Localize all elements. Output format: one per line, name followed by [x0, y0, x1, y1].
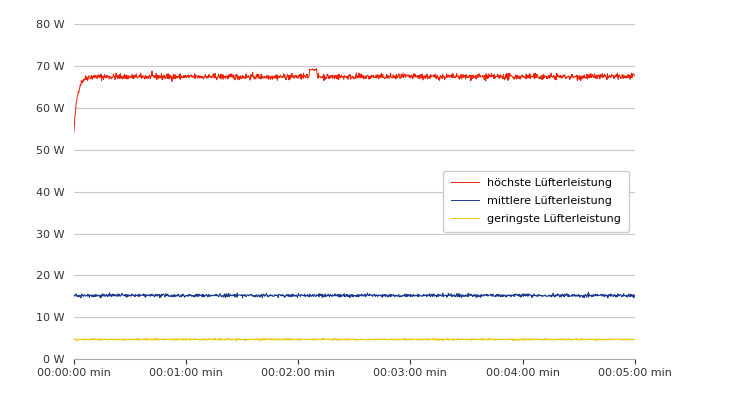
mittlere Lüfterleistung	[69, 292, 78, 297]
geringste Lüfterleistung	[136, 338, 145, 343]
mittlere Lüfterleistung	[258, 295, 267, 300]
höchste Lüfterleistung	[320, 78, 328, 83]
mittlere Lüfterleistung	[389, 292, 398, 297]
höchste Lüfterleistung	[312, 67, 321, 71]
Line: höchste Lüfterleistung: höchste Lüfterleistung	[74, 69, 635, 133]
mittlere Lüfterleistung	[320, 293, 328, 298]
mittlere Lüfterleistung	[308, 293, 317, 298]
Line: geringste Lüfterleistung: geringste Lüfterleistung	[74, 338, 635, 341]
mittlere Lüfterleistung	[136, 294, 145, 299]
höchste Lüfterleistung	[69, 130, 78, 135]
mittlere Lüfterleistung	[584, 290, 593, 295]
geringste Lüfterleistung	[330, 336, 339, 341]
höchste Lüfterleistung	[113, 74, 122, 79]
höchste Lüfterleistung	[307, 67, 316, 72]
geringste Lüfterleistung	[329, 337, 338, 341]
geringste Lüfterleistung	[113, 337, 122, 341]
geringste Lüfterleistung	[510, 338, 519, 343]
Legend: höchste Lüfterleistung, mittlere Lüfterleistung, geringste Lüfterleistung: höchste Lüfterleistung, mittlere Lüfterl…	[443, 171, 629, 232]
Line: mittlere Lüfterleistung: mittlere Lüfterleistung	[74, 292, 635, 298]
mittlere Lüfterleistung	[630, 293, 639, 297]
höchste Lüfterleistung	[329, 75, 338, 80]
geringste Lüfterleistung	[307, 337, 316, 342]
geringste Lüfterleistung	[69, 337, 78, 341]
mittlere Lüfterleistung	[113, 294, 122, 299]
geringste Lüfterleistung	[630, 337, 639, 342]
mittlere Lüfterleistung	[329, 293, 338, 298]
höchste Lüfterleistung	[630, 73, 639, 78]
geringste Lüfterleistung	[389, 337, 398, 342]
geringste Lüfterleistung	[319, 337, 328, 342]
höchste Lüfterleistung	[389, 72, 398, 77]
höchste Lüfterleistung	[136, 72, 145, 77]
